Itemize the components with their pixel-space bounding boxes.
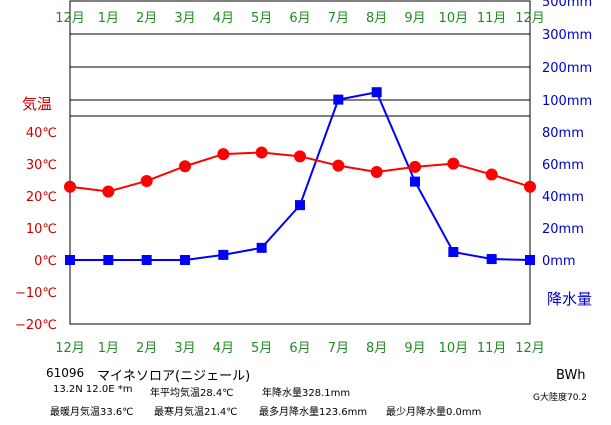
month-label: 9月	[404, 11, 425, 26]
temperature-axis-label: 気温	[22, 95, 52, 113]
temperature-tick-label: 0℃	[34, 254, 57, 269]
precipitation-axis-label: 降水量	[547, 290, 592, 308]
temperature-point	[485, 168, 498, 181]
temperature-tick-label: 10℃	[26, 222, 57, 237]
month-label: 12月	[515, 341, 545, 356]
precipitation-point	[371, 87, 382, 98]
month-label: 7月	[328, 341, 349, 356]
precipitation-point	[103, 255, 114, 265]
climate-code: BWh	[556, 368, 586, 383]
month-label: 2月	[136, 341, 157, 356]
temperature-tick-label: −10℃	[15, 286, 57, 301]
month-label: 10月	[439, 11, 469, 26]
month-label: 8月	[366, 341, 387, 356]
precipitation-series	[65, 87, 535, 265]
temperature-tick-label: 20℃	[26, 190, 57, 205]
precipitation-point	[448, 247, 459, 257]
precipitation-tick-label: 300mm	[542, 28, 592, 43]
precipitation-point	[218, 249, 229, 260]
temperature-point	[409, 160, 421, 173]
precipitation-tick-label: 40mm	[542, 190, 584, 205]
station-id: 61096	[46, 366, 85, 380]
coldest-month-temperature: 最寒月気温21.4℃	[154, 407, 238, 418]
month-label: 8月	[366, 11, 387, 26]
temperature-point	[102, 185, 115, 198]
precipitation-point	[410, 176, 420, 187]
precipitation-line	[70, 91, 531, 261]
month-label: 9月	[404, 341, 425, 356]
annual-precipitation: 年降水量328.1mm	[262, 388, 351, 399]
precipitation-point	[180, 255, 190, 265]
month-label: 11月	[477, 11, 507, 26]
month-label: 12月	[55, 341, 85, 356]
month-label: 11月	[477, 341, 507, 356]
temperature-point	[64, 180, 76, 193]
temperature-tick-label: 30℃	[26, 158, 57, 173]
temperature-axis-ticks: 40℃ 30℃ 20℃ 10℃ 0℃ −10℃ −20℃	[15, 126, 57, 333]
precipitation-point	[486, 254, 497, 265]
month-label: 12月	[515, 11, 545, 26]
precipitation-tick-label: 0mm	[542, 254, 576, 269]
climate-region: G大陸度70.2	[533, 393, 588, 403]
month-label: 1月	[98, 11, 119, 26]
precipitation-point	[525, 255, 535, 265]
precipitation-point	[256, 242, 267, 253]
precipitation-axis-ticks: 500mm 300mm 200mm 100mm 80mm 60mm 40mm 20mm 0mm	[542, 0, 592, 269]
temperature-point	[217, 148, 230, 161]
station-name: マイネソロア(ニジェール)	[97, 369, 251, 384]
temperature-tick-label: −20℃	[15, 318, 57, 333]
month-label: 6月	[289, 341, 310, 356]
month-label: 6月	[289, 11, 310, 26]
precipitation-tick-label: 100mm	[542, 94, 592, 109]
precipitation-tick-label: 200mm	[542, 61, 592, 76]
temperature-tick-label: 40℃	[26, 126, 57, 141]
precipitation-tick-label: 500mm	[542, 0, 592, 10]
temperature-point	[179, 160, 191, 173]
month-label: 4月	[213, 341, 234, 356]
month-label: 1月	[98, 341, 119, 356]
precipitation-tick-label: 60mm	[542, 158, 584, 173]
warmest-month-temperature: 最暖月気温33.6℃	[50, 407, 134, 418]
precipitation-point	[65, 255, 75, 265]
plot-frame	[69, 0, 531, 325]
annual-temperature: 年平均気温28.4℃	[150, 388, 234, 399]
month-label: 5月	[251, 341, 272, 356]
driest-month-precipitation: 最少月降水量0.0mm	[386, 407, 482, 418]
temperature-point	[370, 166, 383, 178]
temperature-point	[294, 150, 306, 163]
temperature-point	[140, 174, 153, 187]
precipitation-point	[141, 255, 152, 265]
precipitation-point	[333, 94, 344, 105]
month-label: 3月	[174, 11, 195, 26]
month-label: 4月	[213, 11, 234, 26]
precipitation-tick-label: 80mm	[542, 126, 584, 141]
temperature-point	[524, 180, 536, 193]
precipitation-point	[295, 200, 305, 211]
month-label: 10月	[439, 341, 469, 356]
precipitation-tick-label: 20mm	[542, 222, 584, 237]
wettest-month-precipitation: 最多月降水量123.6mm	[259, 407, 368, 418]
bottom-month-labels: 12月 1月 2月 3月 4月 5月 6月 7月 8月 9月 10月 11月 12月	[55, 341, 545, 356]
top-month-labels: 12月 1月 2月 3月 4月 5月 6月 7月 8月 9月 10月 11月 12月	[55, 11, 545, 26]
station-coords: 13.2N 12.0E *m	[53, 384, 133, 395]
temperature-point	[332, 159, 345, 172]
chart-grid	[69, 0, 531, 325]
month-label: 3月	[174, 341, 195, 356]
month-label: 7月	[328, 11, 349, 26]
month-label: 2月	[136, 11, 157, 26]
temperature-point	[447, 157, 460, 170]
month-label: 12月	[55, 11, 85, 26]
temperature-series	[64, 146, 536, 198]
temperature-point	[255, 146, 268, 159]
month-label: 5月	[251, 11, 272, 26]
